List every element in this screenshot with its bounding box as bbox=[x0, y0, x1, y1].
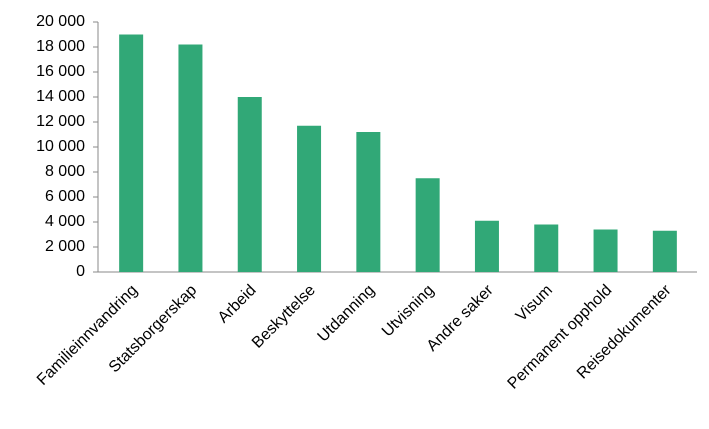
y-tick-label: 0 bbox=[76, 263, 85, 280]
bar bbox=[119, 34, 144, 272]
y-tick-label: 18 000 bbox=[36, 38, 85, 55]
x-tick-label: Utdanning bbox=[315, 282, 379, 346]
x-tick-label: Beskyttelse bbox=[249, 282, 319, 352]
x-tick-label: Visum bbox=[513, 282, 556, 325]
bar bbox=[297, 125, 322, 272]
y-tick-label: 2 000 bbox=[45, 238, 85, 255]
x-tick-label: Arbeid bbox=[215, 282, 260, 327]
y-tick-label: 20 000 bbox=[36, 13, 85, 30]
bar bbox=[356, 132, 381, 272]
x-tick-label: Utvisning bbox=[379, 282, 438, 341]
y-tick-label: 14 000 bbox=[36, 88, 85, 105]
x-tick-label: Familieinnvandring bbox=[34, 282, 141, 389]
bar bbox=[415, 178, 440, 272]
y-tick-label: 12 000 bbox=[36, 113, 85, 130]
bar bbox=[474, 220, 499, 272]
x-tick-label: Permanent opphold bbox=[505, 282, 616, 393]
bar bbox=[178, 44, 203, 272]
y-tick-label: 8 000 bbox=[45, 163, 85, 180]
bar bbox=[652, 230, 677, 272]
y-tick-label: 4 000 bbox=[45, 213, 85, 230]
y-tick-label: 16 000 bbox=[36, 63, 85, 80]
bar bbox=[534, 224, 559, 272]
y-tick-label: 6 000 bbox=[45, 188, 85, 205]
bar bbox=[593, 229, 618, 272]
bar bbox=[237, 97, 262, 272]
y-tick-label: 10 000 bbox=[36, 138, 85, 155]
